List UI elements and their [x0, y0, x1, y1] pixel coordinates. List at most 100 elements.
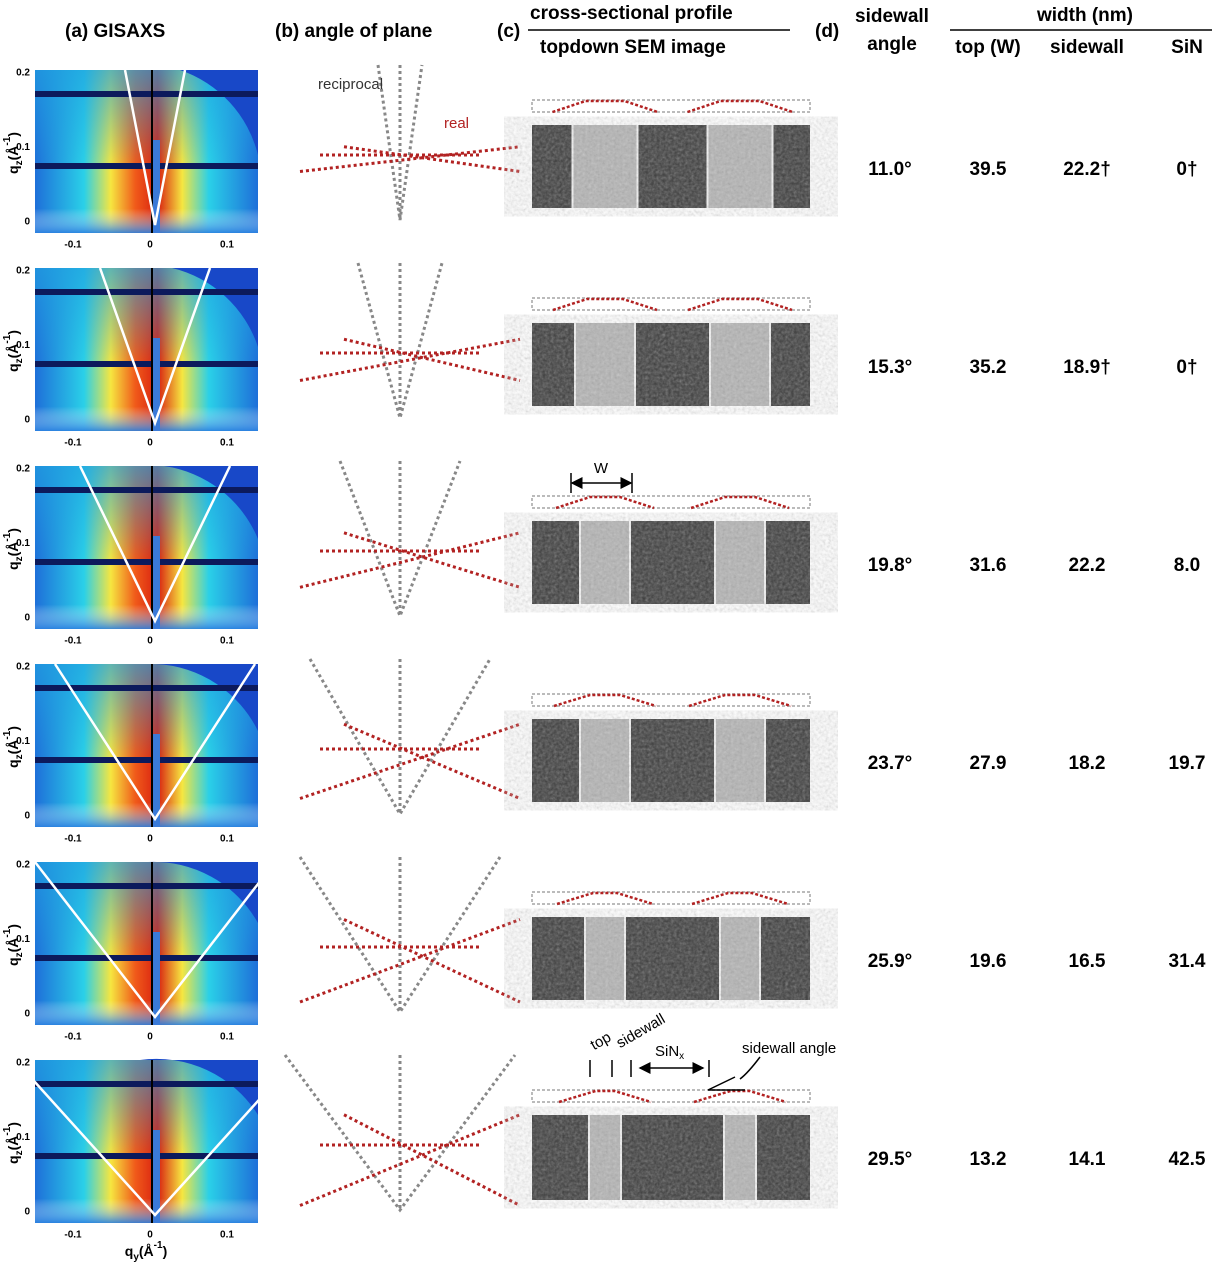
profile-line: [557, 893, 653, 904]
table-value: 19.6: [970, 951, 1007, 972]
table-value: 22.2†: [1063, 159, 1111, 180]
reciprocal-lines: [378, 65, 422, 220]
axis-label-part: (Å: [5, 1136, 21, 1151]
angle-mark: [708, 1057, 760, 1090]
y-tick-label: 0.2: [16, 662, 30, 673]
header-col: top (W): [955, 37, 1020, 58]
axis-label-part: (Å: [5, 542, 21, 557]
table-value: 35.2: [970, 357, 1007, 378]
y-tick-label: 0.2: [16, 1058, 30, 1069]
annotation: W: [594, 460, 609, 477]
y-tick-label: 0.2: [16, 68, 30, 79]
x-tick-label: -0.1: [64, 636, 82, 647]
sem-noise: [532, 521, 810, 604]
annotation: reciprocal: [318, 76, 383, 93]
profile-line: [556, 497, 654, 508]
profile-line: [691, 497, 789, 508]
annotation: real: [444, 115, 469, 132]
table-value: 29.5°: [868, 1149, 913, 1170]
figure: (a) GISAXS (b) angle of plane (c) cross-…: [0, 0, 1225, 1268]
x-tick-label: -0.1: [64, 1230, 82, 1241]
x-tick-label: 0.1: [220, 834, 234, 845]
real-lines: [300, 724, 520, 798]
header-c-label: (c): [497, 21, 520, 42]
reciprocal-lines: [310, 659, 490, 814]
axis-label-part: ): [5, 924, 21, 929]
x-tick-label: 0: [147, 1032, 153, 1043]
table-value: 18.2: [1069, 753, 1106, 774]
y-tick-label: 0: [24, 1207, 30, 1218]
table-value: 25.9°: [868, 951, 913, 972]
table-value: 22.2: [1069, 555, 1106, 576]
table-value: 19.8°: [868, 555, 913, 576]
annotation-part: SiN: [655, 1043, 679, 1060]
table-value: 18.9†: [1063, 357, 1111, 378]
x-tick-label: -0.1: [64, 438, 82, 449]
header-c-line2: topdown SEM image: [540, 37, 726, 58]
sem-noise: [532, 917, 810, 1000]
gisaxs-band: [35, 883, 258, 889]
header-c-line1: cross-sectional profile: [530, 3, 733, 24]
table-value: 14.1: [1069, 1149, 1106, 1170]
axis-label-part: q: [5, 957, 21, 966]
gisaxs-band: [35, 289, 258, 295]
gisaxs-band: [35, 559, 258, 565]
table-value: 39.5: [970, 159, 1007, 180]
real-lines: [300, 1115, 520, 1206]
table-value: 23.7°: [868, 753, 913, 774]
sem-noise: [532, 1115, 810, 1200]
gisaxs-band: [35, 955, 258, 961]
x-tick-label: 0.1: [220, 636, 234, 647]
annotation: top: [587, 1029, 614, 1054]
sem-noise: [532, 125, 810, 208]
table-value: 0†: [1176, 357, 1197, 378]
axis-label-part: q: [5, 759, 21, 768]
x-tick-label: 0.1: [220, 240, 234, 251]
annotation-part: x: [679, 1051, 684, 1062]
axis-label-part: (Å: [5, 938, 21, 953]
profile-line: [689, 695, 791, 706]
axis-label-part: (Å: [5, 740, 21, 755]
header-col: sidewall: [1050, 37, 1124, 58]
axis-label-part: (Å: [139, 1243, 154, 1259]
axis-label-part: (Å: [5, 146, 21, 161]
x-tick-label: 0: [147, 834, 153, 845]
table-value: 8.0: [1174, 555, 1200, 576]
x-tick-label: 0.1: [220, 438, 234, 449]
table-value: 31.6: [970, 555, 1007, 576]
axis-label-part: ): [163, 1243, 168, 1259]
gisaxs-band: [35, 757, 258, 763]
gisaxs-band: [35, 163, 258, 169]
x-tick-label: 0: [147, 438, 153, 449]
gisaxs-band: [35, 1153, 258, 1159]
axis-label-part: ): [5, 132, 21, 137]
axis-label-part: ): [5, 330, 21, 335]
real-lines: [300, 920, 520, 1003]
axis-label-part: ): [5, 1122, 21, 1127]
axis-label-part: (Å: [5, 344, 21, 359]
annotation: sidewall angle: [742, 1040, 836, 1057]
gisaxs-band: [35, 1081, 258, 1087]
annotation: SiNx: [655, 1043, 684, 1062]
table-value: 0†: [1176, 159, 1197, 180]
axis-label-part: ): [5, 528, 21, 533]
gisaxs-band: [35, 487, 258, 493]
profile-line: [559, 1091, 651, 1102]
x-tick-label: 0: [147, 240, 153, 251]
gisaxs-band: [35, 361, 258, 367]
x-tick-label: 0: [147, 636, 153, 647]
profile-line: [554, 695, 656, 706]
y-tick-label: 0: [24, 811, 30, 822]
table-value: 15.3°: [868, 357, 913, 378]
x-tick-label: 0.1: [220, 1230, 234, 1241]
gisaxs-band: [35, 91, 258, 97]
table-value: 27.9: [970, 753, 1007, 774]
header-col: SiN: [1171, 37, 1203, 58]
x-tick-label: -0.1: [64, 834, 82, 845]
header-a: (a) GISAXS: [65, 21, 165, 42]
header-b: (b) angle of plane: [275, 21, 432, 42]
profile-line: [694, 1091, 786, 1102]
axis-label-part: ): [5, 726, 21, 731]
profile-line: [688, 101, 793, 112]
y-tick-label: 0.2: [16, 860, 30, 871]
